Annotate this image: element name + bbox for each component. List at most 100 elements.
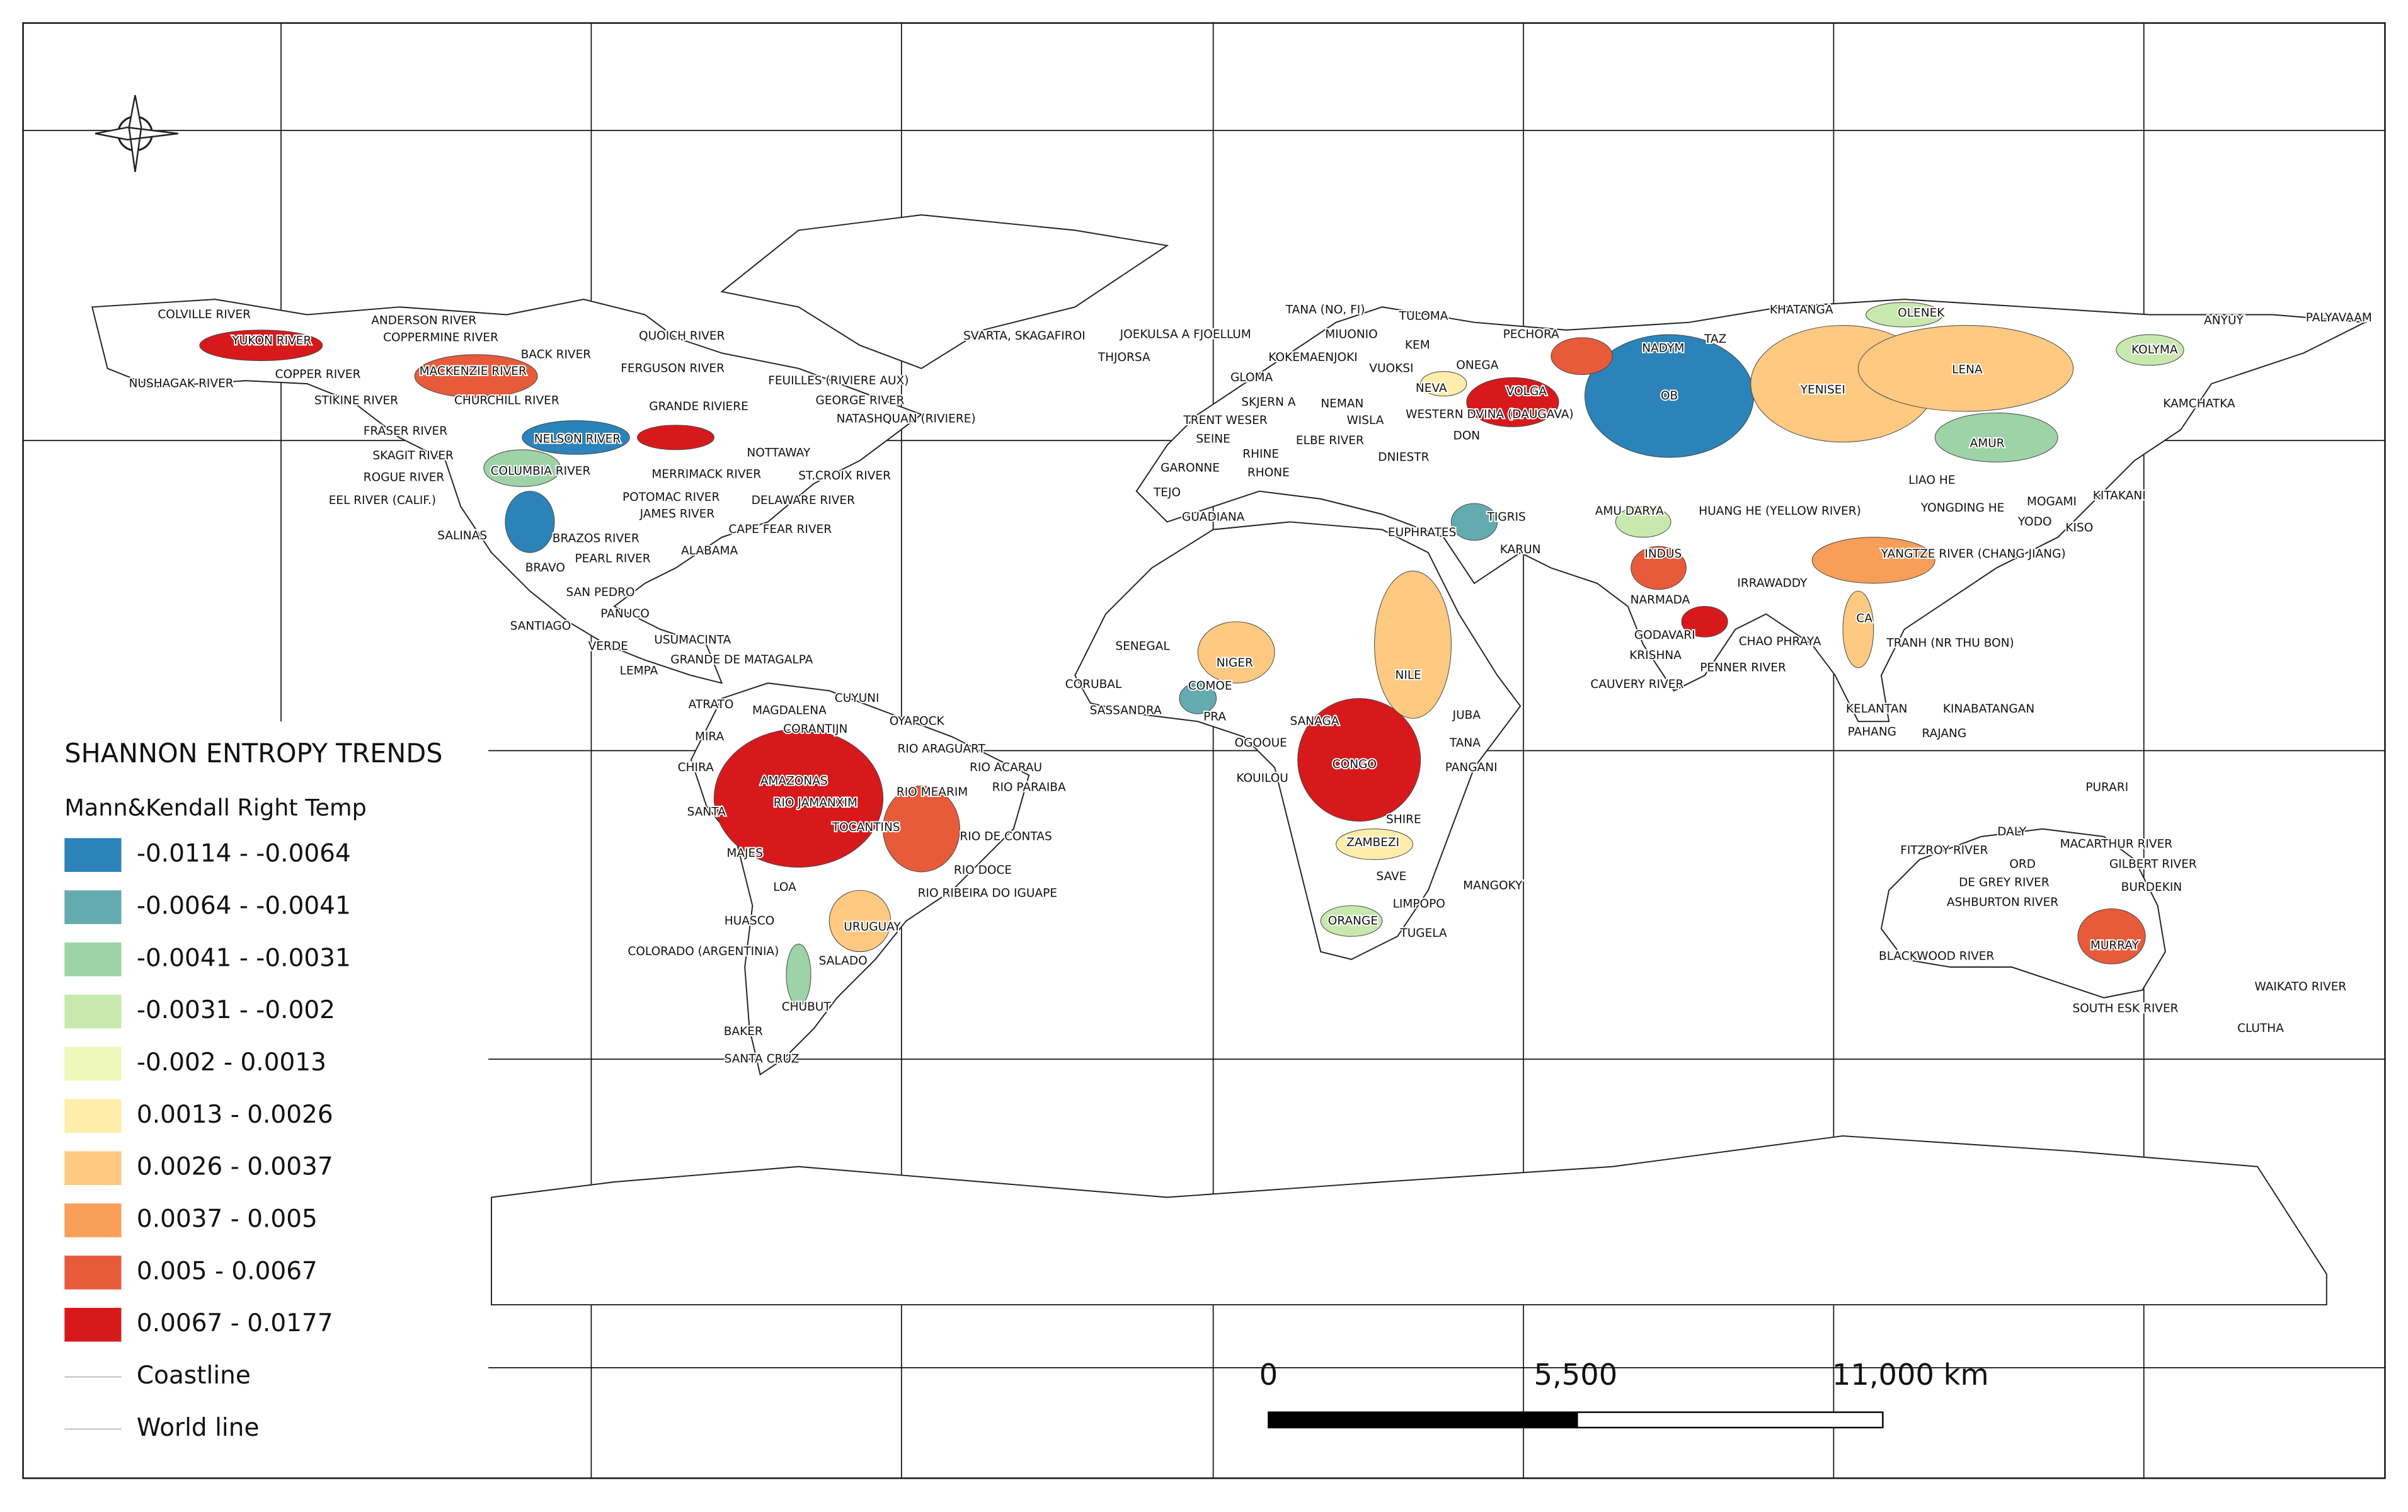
river-label: NADYM: [1642, 342, 1684, 355]
river-label: KARUN: [1500, 543, 1541, 556]
river-label: CHUBUT: [782, 1000, 832, 1014]
river-label: DNIESTR: [1378, 451, 1429, 464]
river-label: LIAO HE: [1908, 474, 1955, 487]
river-label: CLUTHA: [2237, 1022, 2284, 1035]
river-label: TULOMA: [1399, 309, 1448, 323]
river-label: GUADIANA: [1182, 511, 1245, 524]
basin: [1857, 325, 2074, 412]
legend-label: 0.0037 - 0.005: [137, 1205, 318, 1234]
river-label: DALY: [1997, 825, 2026, 839]
river-label: JAMES RIVER: [639, 508, 715, 521]
river-label: GILBERT RIVER: [2109, 857, 2197, 871]
river-label: AMUR: [1970, 437, 2005, 450]
river-label: NATASHQUAN (RIVIERE): [837, 413, 976, 426]
river-label: KELANTAN: [1846, 702, 1908, 716]
legend-label: -0.0064 - -0.0041: [137, 892, 351, 920]
river-label: RHONE: [1247, 466, 1290, 479]
river-label: TUGELA: [1399, 927, 1447, 940]
river-label: KRISHNA: [1629, 649, 1682, 662]
legend-title: SHANNON ENTROPY TRENDS: [64, 738, 442, 769]
legend-swatch: [64, 994, 122, 1029]
river-label: NARMADA: [1631, 593, 1690, 607]
basin: [1420, 371, 1467, 397]
river-label: YONGDING HE: [1920, 501, 2005, 515]
river-label: SENEGAL: [1115, 639, 1170, 653]
scale-segment: [1268, 1411, 1578, 1429]
river-label: COMOE: [1188, 680, 1232, 693]
river-label: PURARI: [2085, 781, 2128, 794]
river-label: KOUILOU: [1236, 772, 1288, 785]
river-label: FITZROY RIVER: [1900, 844, 1988, 857]
north-america: [91, 299, 923, 684]
basin: [1320, 905, 1383, 937]
river-label: GARONNE: [1161, 462, 1220, 475]
river-label: GODAVARI: [1634, 629, 1695, 642]
river-label: OYAPOCK: [890, 715, 945, 728]
river-label: ORD: [2009, 857, 2036, 871]
basin: [1197, 621, 1275, 684]
river-label: WISLA: [1346, 414, 1384, 427]
river-label: TEJO: [1153, 486, 1181, 500]
river-label: CAUVERY RIVER: [1590, 678, 1683, 691]
river-label: KHATANGA: [1770, 304, 1833, 317]
river-label: BRAVO: [525, 561, 565, 575]
river-label: POTOMAC RIVER: [622, 491, 720, 504]
basin: [1842, 590, 1874, 668]
river-label: ST.CROIX RIVER: [798, 469, 891, 483]
river-label: MANGOKY: [1463, 879, 1523, 892]
basins: [199, 302, 2184, 1006]
river-label: ALABAMA: [681, 544, 738, 558]
river-label: LIMPOPO: [1393, 898, 1445, 911]
scale-label: 0: [1259, 1358, 1278, 1392]
river-label: CHIRA: [678, 761, 714, 774]
river-label: MIRA: [695, 730, 725, 743]
river-label: RIO DOCE: [954, 864, 1012, 877]
basin: [1179, 682, 1217, 714]
river-label: PAHANG: [1848, 726, 1896, 739]
antarctica: [491, 1135, 2327, 1306]
greenland: [720, 214, 1169, 369]
river-label: STIKINE RIVER: [314, 394, 398, 407]
river-label: KISO: [2065, 522, 2093, 535]
basin: [505, 491, 555, 553]
river-label: YODO: [2017, 515, 2052, 529]
river-label: RIO MEARIM: [897, 786, 968, 799]
basin: [1681, 605, 1728, 638]
river-label: MERRIMACK RIVER: [651, 467, 761, 481]
river-label: WESTERN DVINA (DAUGAVA): [1406, 408, 1573, 421]
basin: [713, 728, 884, 868]
river-label: SOUTH ESK RIVER: [2072, 1002, 2178, 1015]
basin: [1934, 412, 2058, 462]
river-label: HUASCO: [725, 914, 774, 927]
river-label: GEORGE RIVER: [815, 394, 904, 407]
river-label: VOLGA: [1506, 385, 1547, 398]
river-label: CUYUNI: [835, 692, 880, 705]
river-label: SAN PEDRO: [566, 586, 635, 599]
river-label: NEMAN: [1321, 397, 1363, 410]
river-label: QUOICH RIVER: [639, 329, 725, 343]
river-label: MAGDALENA: [752, 704, 827, 718]
basin: [786, 943, 811, 1006]
river-label: PENNER RIVER: [1700, 661, 1786, 674]
legend-swatch: [64, 1099, 122, 1133]
river-label: COLORADO (ARGENTINIA): [628, 945, 779, 958]
river-label: CHAO PHRAYA: [1739, 635, 1821, 648]
legend-subtitle: Mann&Kendall Right Temp: [64, 794, 366, 822]
river-label: OB: [1661, 389, 1678, 403]
river-label: BRAZOS RIVER: [553, 532, 639, 546]
legend-swatch: [64, 838, 122, 872]
river-label: RIO PARAIBA: [992, 781, 1066, 794]
river-label: SEINE: [1196, 432, 1230, 445]
river-label: CHURCHILL RIVER: [454, 394, 559, 407]
river-label: MURRAY: [2090, 939, 2140, 952]
river-label: DON: [1453, 429, 1480, 442]
river-label: ASHBURTON RIVER: [1947, 896, 2058, 909]
river-label: THJORSA: [1098, 351, 1150, 364]
river-label: OGOOUE: [1235, 736, 1287, 750]
legend-swatch: [64, 1151, 122, 1186]
river-label: EUPHRATES: [1388, 526, 1456, 539]
river-label: USUMACINTA: [654, 634, 731, 647]
river-label: LENA: [1952, 364, 1983, 377]
